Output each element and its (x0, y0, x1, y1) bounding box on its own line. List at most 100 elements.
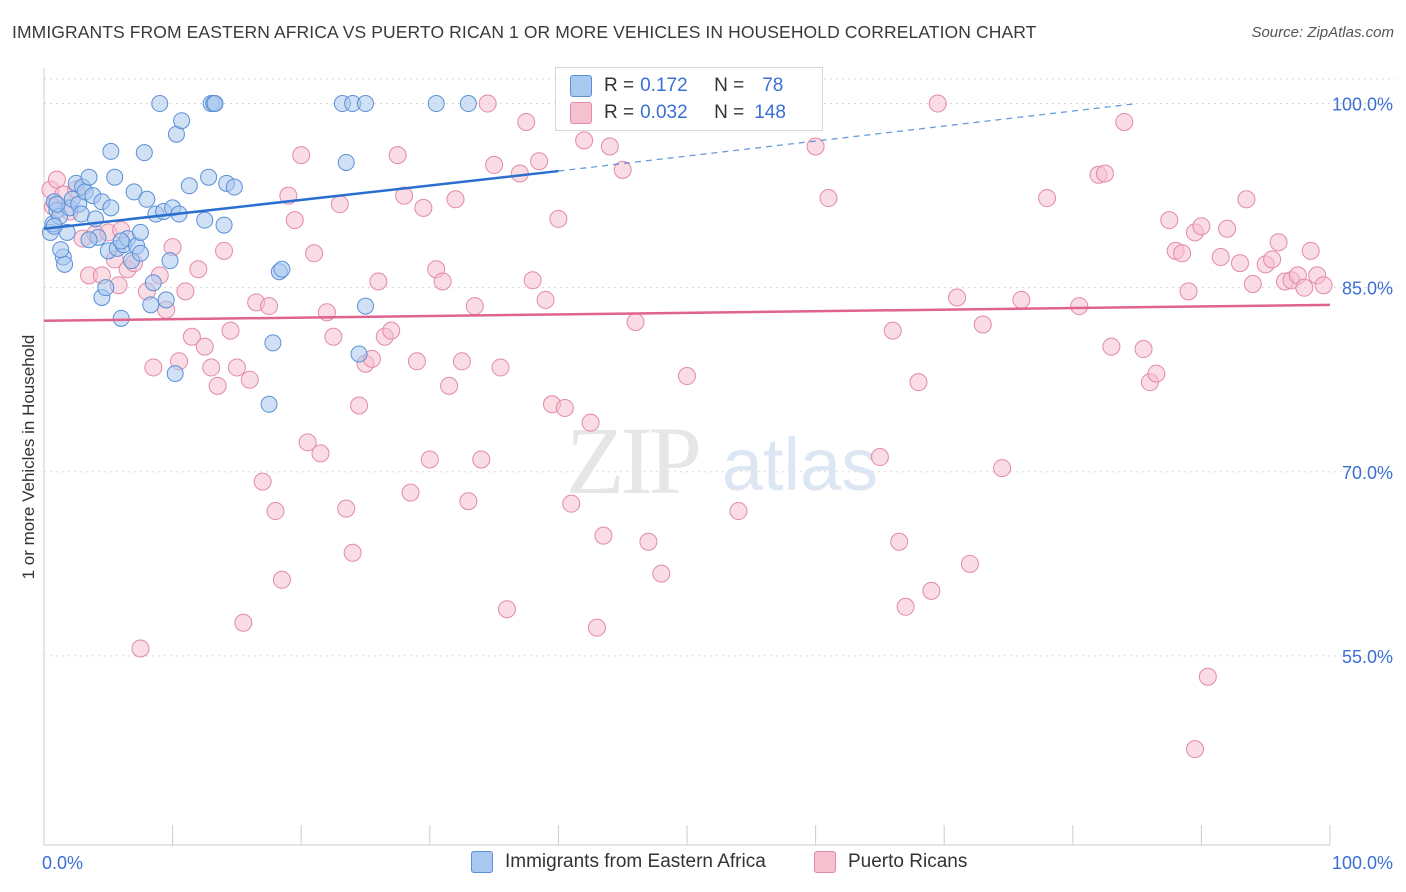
puerto-ricans-point (240, 370, 259, 389)
puerto-ricans-point (272, 570, 291, 589)
puerto-ricans-point (337, 499, 356, 518)
puerto-ricans-point (440, 376, 459, 395)
puerto-ricans-point (388, 146, 407, 165)
x-tick-label-max: 100.0% (1332, 853, 1393, 873)
puerto-ricans-point (1070, 297, 1089, 316)
eastern-africa-point (48, 195, 66, 213)
legend-item-puerto-ricans: Puerto Ricans (814, 851, 967, 873)
eastern-africa-point (80, 168, 98, 186)
blue-swatch (471, 851, 493, 873)
eastern-africa-point (225, 178, 243, 196)
puerto-ricans-point (555, 398, 574, 417)
puerto-ricans-point (144, 358, 163, 377)
eastern-africa-point (273, 260, 291, 278)
y-tick-label: 70.0% (1342, 463, 1393, 483)
eastern-africa-trend-extension (558, 102, 1138, 172)
eastern-africa-point (427, 95, 445, 113)
puerto-ricans-point (928, 94, 947, 113)
n-value: 78 (762, 75, 784, 96)
puerto-ricans-point (1295, 278, 1314, 297)
puerto-ricans-point (266, 502, 285, 521)
n-label: N = (714, 102, 745, 123)
eastern-africa-point (200, 168, 218, 186)
y-tick-label: 100.0% (1332, 95, 1393, 115)
puerto-ricans-point (215, 241, 234, 260)
blue-swatch (570, 75, 592, 97)
puerto-ricans-point (729, 502, 748, 521)
puerto-ricans-point (202, 358, 221, 377)
n-label: N = (714, 75, 745, 96)
puerto-ricans-point (234, 613, 253, 632)
puerto-ricans-point (176, 282, 195, 301)
puerto-ricans-point (285, 211, 304, 230)
eastern-africa-point (112, 309, 130, 327)
puerto-ricans-point (909, 373, 928, 392)
eastern-africa-point (196, 211, 214, 229)
puerto-ricans-point (472, 450, 491, 469)
puerto-ricans-point (407, 352, 426, 371)
eastern-africa-point (206, 95, 224, 113)
legend-row-eastern-africa: R = 0.172 N = 78 (570, 73, 783, 99)
eastern-africa-point (131, 223, 149, 241)
puerto-ricans-point (517, 112, 536, 131)
watermark: ZIP atlas (566, 407, 878, 514)
puerto-ricans-point (1314, 276, 1333, 295)
eastern-africa-point (125, 183, 143, 201)
puerto-ricans-point (890, 532, 909, 551)
puerto-ricans-point (1185, 740, 1204, 759)
r-value: 0.032 (640, 102, 688, 123)
puerto-ricans-point (343, 543, 362, 562)
puerto-ricans-point (1038, 189, 1057, 208)
puerto-ricans-point (1102, 337, 1121, 356)
chart-title: IMMIGRANTS FROM EASTERN AFRICA VS PUERTO… (12, 22, 1037, 42)
axis-layer (43, 68, 1331, 846)
puerto-ricans-point (420, 450, 439, 469)
puerto-ricans-point (536, 290, 555, 309)
puerto-ricans-point (581, 413, 600, 432)
puerto-ricans-point (369, 272, 388, 291)
pink-swatch (814, 851, 836, 873)
eastern-africa-point (144, 274, 162, 292)
puerto-ricans-point (1115, 112, 1134, 131)
puerto-ricans-point (1237, 190, 1256, 209)
puerto-ricans-point (485, 155, 504, 174)
puerto-ricans-point (530, 152, 549, 171)
pink-swatch (570, 102, 592, 124)
eastern-africa-point (56, 255, 74, 273)
puerto-ricans-point (1218, 219, 1237, 238)
eastern-africa-point (166, 365, 184, 383)
eastern-africa-point (180, 177, 198, 195)
trend-lines (43, 102, 1331, 323)
puerto-ricans-point (324, 327, 343, 346)
eastern-africa-point (106, 168, 124, 186)
y-tick-label: 55.0% (1342, 647, 1393, 667)
puerto-ricans-point (1095, 164, 1114, 183)
eastern-africa-trend-line (43, 169, 559, 230)
puerto-ricans-point (1179, 282, 1198, 301)
puerto-ricans-point (208, 376, 227, 395)
puerto-ricans-point (626, 313, 645, 332)
source-label: Source: ZipAtlas.com (1251, 24, 1394, 41)
puerto-ricans-point (960, 554, 979, 573)
eastern-africa-point (138, 190, 156, 208)
puerto-ricans-point (452, 352, 471, 371)
puerto-ricans-point (562, 494, 581, 513)
eastern-africa-point (215, 216, 233, 234)
puerto-ricans-point (1173, 244, 1192, 263)
puerto-ricans-point (575, 131, 594, 150)
puerto-ricans-point (330, 195, 349, 214)
puerto-ricans-point (189, 260, 208, 279)
puerto-ricans-point (587, 618, 606, 637)
eastern-africa-point (135, 144, 153, 162)
eastern-africa-point (151, 95, 169, 113)
puerto-ricans-point (227, 358, 246, 377)
puerto-ricans-point (305, 244, 324, 263)
eastern-africa-point (337, 153, 355, 171)
puerto-ricans-point (1263, 250, 1282, 269)
puerto-ricans-point (459, 492, 478, 511)
legend-row-puerto-ricans: R = 0.032 N = 148 (570, 100, 786, 126)
puerto-ricans-point (311, 444, 330, 463)
eastern-africa-point (112, 232, 130, 250)
eastern-africa-point (161, 252, 179, 270)
